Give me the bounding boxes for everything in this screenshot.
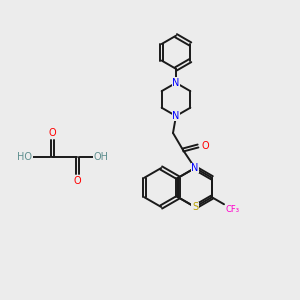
Text: O: O (48, 128, 56, 138)
Text: S: S (192, 202, 198, 212)
Text: O: O (73, 176, 81, 186)
Text: O: O (201, 141, 209, 151)
Text: N: N (191, 163, 199, 173)
Text: HO: HO (17, 152, 32, 162)
Text: CF₃: CF₃ (226, 205, 240, 214)
Text: OH: OH (94, 152, 109, 162)
Text: N: N (172, 111, 180, 121)
Text: N: N (172, 78, 180, 88)
